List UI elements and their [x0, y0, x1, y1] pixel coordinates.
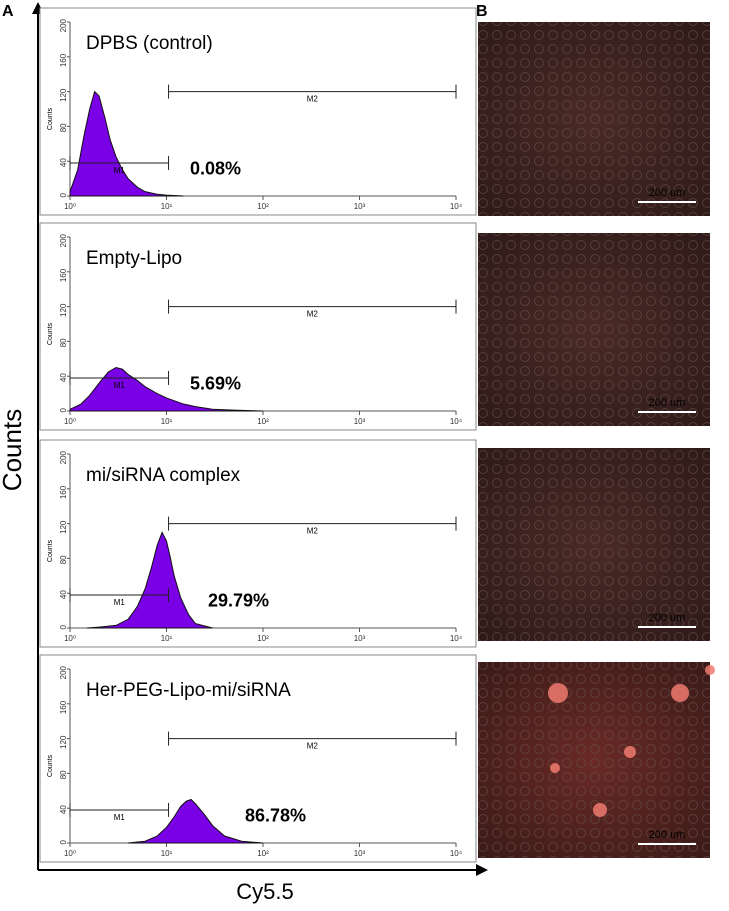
cell-texture [478, 448, 710, 641]
y-tick-label: 0 [59, 624, 68, 629]
y-tick-label: 200 [59, 18, 68, 32]
gate-label: M2 [307, 742, 319, 751]
y-axis-title: Counts [0, 409, 27, 491]
gate-label: M1 [114, 166, 126, 175]
panel-label: B [476, 3, 488, 20]
scale-bar-label: 200 um [649, 829, 686, 841]
x-tick-label: 10⁰ [64, 849, 76, 858]
y-axis-label: Counts [47, 107, 54, 130]
x-tick-label: 10² [257, 849, 269, 858]
y-tick-label: 80 [59, 555, 68, 564]
percentage: 0.08% [190, 159, 241, 179]
y-tick-label: 160 [59, 485, 68, 499]
x-axis-title: Cy5.5 [236, 879, 293, 904]
x-tick-label: 10⁰ [64, 202, 76, 211]
y-tick-label: 80 [59, 770, 68, 779]
gate-label: M1 [114, 813, 126, 822]
histogram [86, 531, 213, 629]
y-axis-label: Counts [47, 754, 54, 777]
x-tick-label: 10² [257, 202, 269, 211]
panel-frame [39, 439, 477, 648]
y-tick-label: 200 [59, 233, 68, 247]
panel-title: DPBS (control) [86, 33, 213, 54]
y-axis-label: Counts [47, 322, 54, 345]
gate-label: M1 [114, 598, 126, 607]
fluorescent-spot [548, 683, 568, 703]
cell-texture [478, 233, 710, 426]
y-tick-label: 40 [59, 590, 68, 599]
y-tick-label: 120 [59, 520, 68, 534]
panel-frame [39, 654, 477, 863]
y-tick-label: 120 [59, 88, 68, 102]
gate-label: M1 [114, 381, 126, 390]
y-axis-label: Counts [47, 539, 54, 562]
x-tick-label: 10³ [354, 202, 366, 211]
x-tick-label: 10³ [354, 849, 366, 858]
x-tick-label: 10⁴ [450, 634, 463, 643]
scale-bar-label: 200 um [649, 397, 686, 409]
y-tick-label: 40 [59, 805, 68, 814]
y-tick-label: 200 [59, 665, 68, 679]
percentage: 5.69% [190, 374, 241, 394]
panel-title: Empty-Lipo [86, 248, 182, 269]
x-tick-label: 10² [257, 417, 269, 426]
cell-texture [478, 22, 710, 216]
x-tick-label: 10³ [354, 417, 366, 426]
gate-label: M2 [307, 95, 319, 104]
y-tick-label: 120 [59, 303, 68, 317]
x-tick-label: 10¹ [161, 417, 173, 426]
y-tick-label: 80 [59, 123, 68, 132]
panel-label: A [2, 3, 14, 20]
y-tick-label: 0 [59, 839, 68, 844]
arrowhead [476, 864, 488, 876]
y-tick-label: 160 [59, 268, 68, 282]
fluorescent-spot [593, 803, 607, 817]
scale-bar-label: 200 um [649, 612, 686, 624]
percentage: 29.79% [208, 591, 269, 611]
histogram [69, 90, 184, 197]
x-tick-label: 10⁴ [450, 417, 463, 426]
x-tick-label: 10¹ [161, 849, 173, 858]
panel-title: Her-PEG-Lipo-mi/siRNA [86, 680, 291, 701]
x-tick-label: 10⁰ [64, 417, 76, 426]
y-tick-label: 200 [59, 450, 68, 464]
y-tick-label: 0 [59, 192, 68, 197]
x-tick-label: 10¹ [161, 202, 173, 211]
gate-label: M2 [307, 527, 319, 536]
y-tick-label: 160 [59, 53, 68, 67]
fluorescent-spot [624, 746, 636, 758]
x-tick-label: 10⁴ [450, 202, 463, 211]
y-tick-label: 80 [59, 338, 68, 347]
y-tick-label: 40 [59, 373, 68, 382]
x-tick-label: 10⁰ [64, 634, 76, 643]
x-tick-label: 10² [257, 634, 269, 643]
percentage: 86.78% [245, 806, 306, 826]
gate-label: M2 [307, 310, 319, 319]
y-tick-label: 160 [59, 700, 68, 714]
x-tick-label: 10⁴ [450, 849, 463, 858]
x-tick-label: 10³ [354, 634, 366, 643]
y-tick-label: 0 [59, 407, 68, 412]
scale-bar-label: 200 um [649, 187, 686, 199]
histogram [128, 798, 264, 844]
y-tick-label: 120 [59, 735, 68, 749]
fluorescent-spot [550, 763, 560, 773]
y-tick-label: 40 [59, 158, 68, 167]
fluorescent-spot [671, 684, 689, 702]
x-tick-label: 10¹ [161, 634, 173, 643]
panel-title: mi/siRNA complex [86, 465, 241, 486]
fluorescent-spot [705, 665, 715, 675]
